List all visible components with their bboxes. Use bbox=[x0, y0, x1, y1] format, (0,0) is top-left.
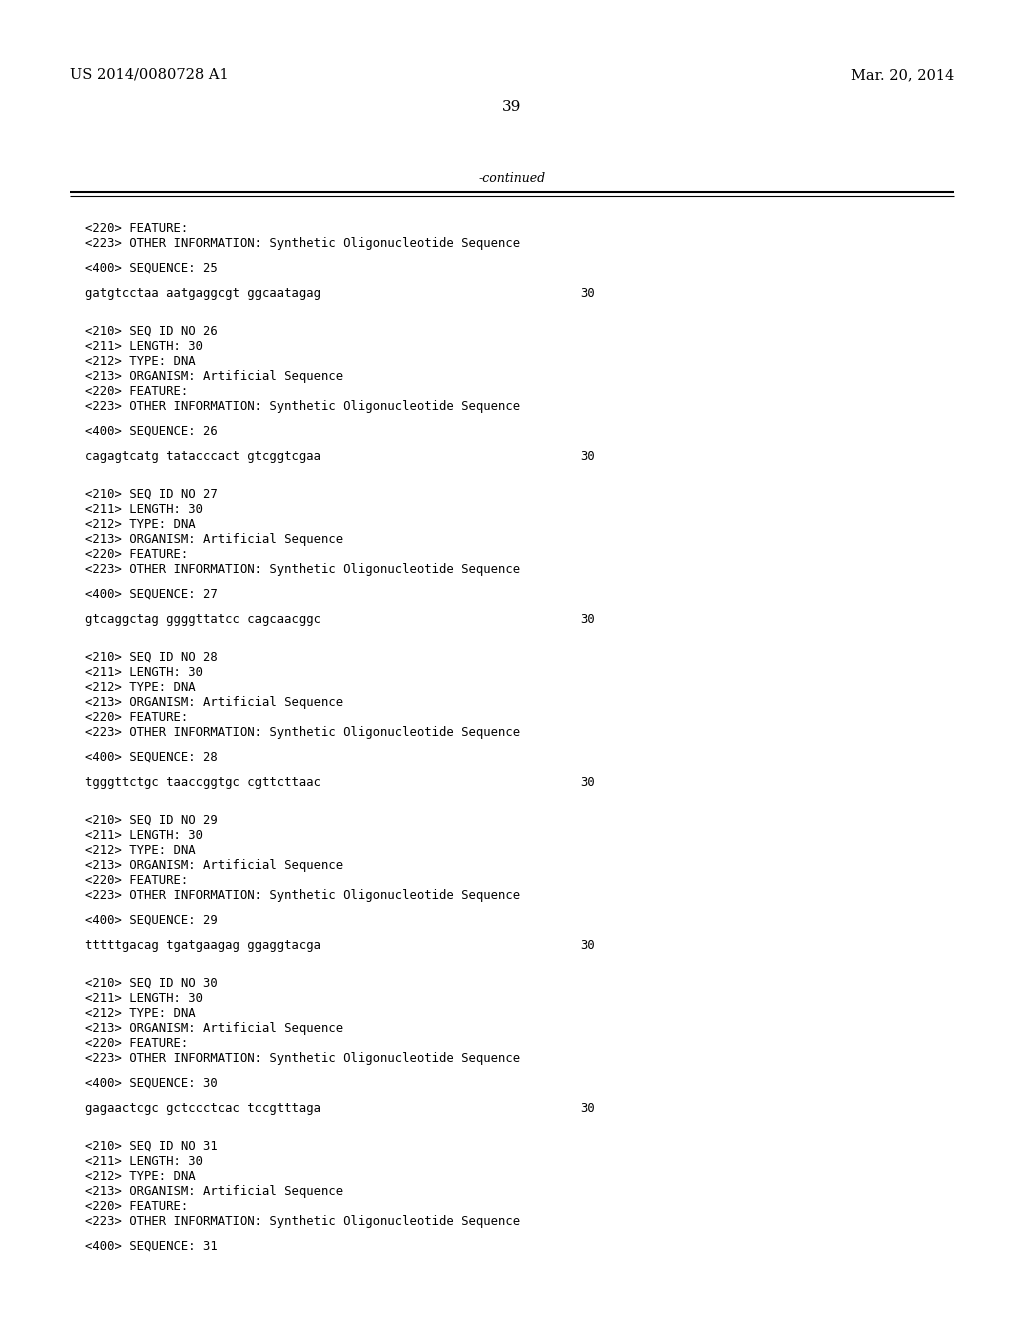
Text: <400> SEQUENCE: 31: <400> SEQUENCE: 31 bbox=[85, 1239, 218, 1253]
Text: <220> FEATURE:: <220> FEATURE: bbox=[85, 1200, 188, 1213]
Text: 30: 30 bbox=[580, 450, 595, 463]
Text: <400> SEQUENCE: 26: <400> SEQUENCE: 26 bbox=[85, 425, 218, 438]
Text: cagagtcatg tatacccact gtcggtcgaa: cagagtcatg tatacccact gtcggtcgaa bbox=[85, 450, 321, 463]
Text: <220> FEATURE:: <220> FEATURE: bbox=[85, 874, 188, 887]
Text: US 2014/0080728 A1: US 2014/0080728 A1 bbox=[70, 69, 228, 82]
Text: <211> LENGTH: 30: <211> LENGTH: 30 bbox=[85, 503, 203, 516]
Text: <210> SEQ ID NO 30: <210> SEQ ID NO 30 bbox=[85, 977, 218, 990]
Text: 30: 30 bbox=[580, 286, 595, 300]
Text: <211> LENGTH: 30: <211> LENGTH: 30 bbox=[85, 1155, 203, 1168]
Text: <223> OTHER INFORMATION: Synthetic Oligonucleotide Sequence: <223> OTHER INFORMATION: Synthetic Oligo… bbox=[85, 564, 520, 576]
Text: gtcaggctag ggggttatcc cagcaacggc: gtcaggctag ggggttatcc cagcaacggc bbox=[85, 612, 321, 626]
Text: 30: 30 bbox=[580, 776, 595, 789]
Text: <210> SEQ ID NO 28: <210> SEQ ID NO 28 bbox=[85, 651, 218, 664]
Text: <400> SEQUENCE: 30: <400> SEQUENCE: 30 bbox=[85, 1077, 218, 1090]
Text: <212> TYPE: DNA: <212> TYPE: DNA bbox=[85, 681, 196, 694]
Text: <213> ORGANISM: Artificial Sequence: <213> ORGANISM: Artificial Sequence bbox=[85, 859, 343, 873]
Text: gatgtcctaa aatgaggcgt ggcaatagag: gatgtcctaa aatgaggcgt ggcaatagag bbox=[85, 286, 321, 300]
Text: -continued: -continued bbox=[478, 172, 546, 185]
Text: 30: 30 bbox=[580, 1102, 595, 1115]
Text: <223> OTHER INFORMATION: Synthetic Oligonucleotide Sequence: <223> OTHER INFORMATION: Synthetic Oligo… bbox=[85, 888, 520, 902]
Text: <212> TYPE: DNA: <212> TYPE: DNA bbox=[85, 1170, 196, 1183]
Text: 30: 30 bbox=[580, 612, 595, 626]
Text: 30: 30 bbox=[580, 939, 595, 952]
Text: <212> TYPE: DNA: <212> TYPE: DNA bbox=[85, 355, 196, 368]
Text: <220> FEATURE:: <220> FEATURE: bbox=[85, 711, 188, 723]
Text: <211> LENGTH: 30: <211> LENGTH: 30 bbox=[85, 829, 203, 842]
Text: <223> OTHER INFORMATION: Synthetic Oligonucleotide Sequence: <223> OTHER INFORMATION: Synthetic Oligo… bbox=[85, 400, 520, 413]
Text: <213> ORGANISM: Artificial Sequence: <213> ORGANISM: Artificial Sequence bbox=[85, 1185, 343, 1199]
Text: <213> ORGANISM: Artificial Sequence: <213> ORGANISM: Artificial Sequence bbox=[85, 1022, 343, 1035]
Text: <223> OTHER INFORMATION: Synthetic Oligonucleotide Sequence: <223> OTHER INFORMATION: Synthetic Oligo… bbox=[85, 1052, 520, 1065]
Text: <223> OTHER INFORMATION: Synthetic Oligonucleotide Sequence: <223> OTHER INFORMATION: Synthetic Oligo… bbox=[85, 1214, 520, 1228]
Text: <220> FEATURE:: <220> FEATURE: bbox=[85, 385, 188, 399]
Text: <400> SEQUENCE: 25: <400> SEQUENCE: 25 bbox=[85, 261, 218, 275]
Text: <212> TYPE: DNA: <212> TYPE: DNA bbox=[85, 517, 196, 531]
Text: <213> ORGANISM: Artificial Sequence: <213> ORGANISM: Artificial Sequence bbox=[85, 370, 343, 383]
Text: <212> TYPE: DNA: <212> TYPE: DNA bbox=[85, 843, 196, 857]
Text: <220> FEATURE:: <220> FEATURE: bbox=[85, 1038, 188, 1049]
Text: <400> SEQUENCE: 29: <400> SEQUENCE: 29 bbox=[85, 913, 218, 927]
Text: Mar. 20, 2014: Mar. 20, 2014 bbox=[851, 69, 954, 82]
Text: <400> SEQUENCE: 28: <400> SEQUENCE: 28 bbox=[85, 751, 218, 764]
Text: <223> OTHER INFORMATION: Synthetic Oligonucleotide Sequence: <223> OTHER INFORMATION: Synthetic Oligo… bbox=[85, 238, 520, 249]
Text: <210> SEQ ID NO 29: <210> SEQ ID NO 29 bbox=[85, 814, 218, 828]
Text: tttttgacag tgatgaagag ggaggtacga: tttttgacag tgatgaagag ggaggtacga bbox=[85, 939, 321, 952]
Text: <220> FEATURE:: <220> FEATURE: bbox=[85, 222, 188, 235]
Text: tgggttctgc taaccggtgc cgttcttaac: tgggttctgc taaccggtgc cgttcttaac bbox=[85, 776, 321, 789]
Text: <212> TYPE: DNA: <212> TYPE: DNA bbox=[85, 1007, 196, 1020]
Text: 39: 39 bbox=[503, 100, 521, 114]
Text: <210> SEQ ID NO 26: <210> SEQ ID NO 26 bbox=[85, 325, 218, 338]
Text: <220> FEATURE:: <220> FEATURE: bbox=[85, 548, 188, 561]
Text: <210> SEQ ID NO 27: <210> SEQ ID NO 27 bbox=[85, 488, 218, 502]
Text: <211> LENGTH: 30: <211> LENGTH: 30 bbox=[85, 993, 203, 1005]
Text: <400> SEQUENCE: 27: <400> SEQUENCE: 27 bbox=[85, 587, 218, 601]
Text: <213> ORGANISM: Artificial Sequence: <213> ORGANISM: Artificial Sequence bbox=[85, 696, 343, 709]
Text: <223> OTHER INFORMATION: Synthetic Oligonucleotide Sequence: <223> OTHER INFORMATION: Synthetic Oligo… bbox=[85, 726, 520, 739]
Text: <213> ORGANISM: Artificial Sequence: <213> ORGANISM: Artificial Sequence bbox=[85, 533, 343, 546]
Text: gagaactcgc gctccctcac tccgtttaga: gagaactcgc gctccctcac tccgtttaga bbox=[85, 1102, 321, 1115]
Text: <211> LENGTH: 30: <211> LENGTH: 30 bbox=[85, 341, 203, 352]
Text: <210> SEQ ID NO 31: <210> SEQ ID NO 31 bbox=[85, 1140, 218, 1152]
Text: <211> LENGTH: 30: <211> LENGTH: 30 bbox=[85, 667, 203, 678]
